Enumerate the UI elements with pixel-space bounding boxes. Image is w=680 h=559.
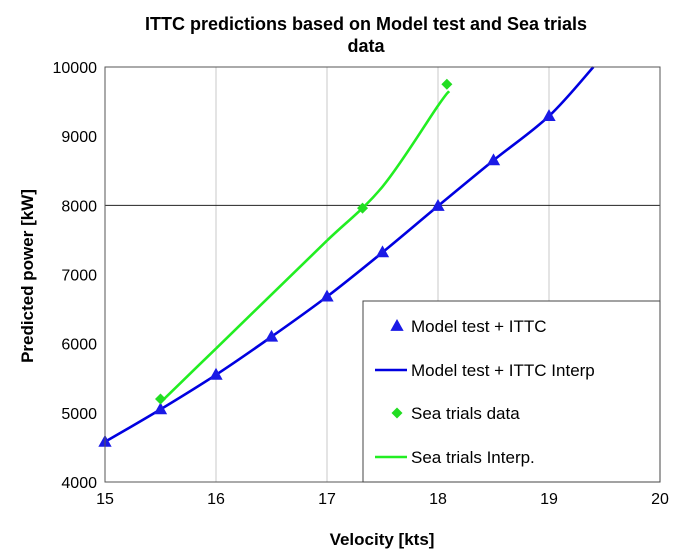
x-tick-label: 19 [540,491,558,508]
chart-title-line-2: data [347,36,385,56]
series-point-model-test-ittc [153,402,168,415]
y-tick-label: 8000 [61,198,97,215]
y-tick-label: 6000 [61,337,97,354]
x-tick-label: 20 [651,491,669,508]
x-tick-label: 16 [207,491,225,508]
series-point-model-test-ittc [320,289,334,302]
y-tick-label: 7000 [61,268,97,285]
series-point-model-test-ittc [486,153,501,166]
x-axis-title: Velocity [kts] [330,530,435,549]
y-tick-label: 10000 [53,60,98,77]
series-point-model-test-ittc [431,199,445,211]
tick-labels: 15 16 17 18 19 20 4000 5000 6000 7000 8000 9000 1000… [53,60,670,508]
series-point-model-test-ittc [264,329,279,342]
y-tick-label: 9000 [61,129,97,146]
series-point-model-test-ittc [209,367,223,380]
legend-label-sea-trials-data: Sea trials data [411,404,520,423]
y-tick-label: 4000 [61,475,97,492]
legend: Model test + ITTC Model test + ITTC Inter… [362,300,661,483]
x-tick-label: 18 [429,491,447,508]
series-point-sea-trials-data [155,393,166,405]
y-axis-title: Predicted power [kW] [18,189,37,363]
x-tick-label: 17 [318,491,336,508]
series-layer [98,66,595,447]
legend-box [362,300,661,483]
y-tick-label: 5000 [61,406,97,423]
legend-label-model-test-ittc-interp: Model test + ITTC Interp [411,361,595,380]
series-point-model-test-ittc [375,245,390,258]
legend-items: Model test + ITTC Model test + ITTC Inter… [375,317,595,467]
grid [105,67,660,482]
legend-label-sea-trials-interp: Sea trials Interp. [411,448,535,467]
series-line-sea-trials-interp [159,90,451,404]
series-point-sea-trials-data [441,78,453,90]
series-point-model-test-ittc [542,109,556,122]
series-line-model-test-ittc-interp [104,66,595,444]
legend-label-model-test-ittc: Model test + ITTC [411,317,547,336]
chart-title-line-1: ITTC predictions based on Model test and… [145,14,587,34]
x-tick-label: 15 [96,491,114,508]
legend-swatch-model-test-ittc [390,319,404,331]
legend-swatch-sea-trials-data [391,407,403,419]
series-point-sea-trials-data [357,202,369,214]
